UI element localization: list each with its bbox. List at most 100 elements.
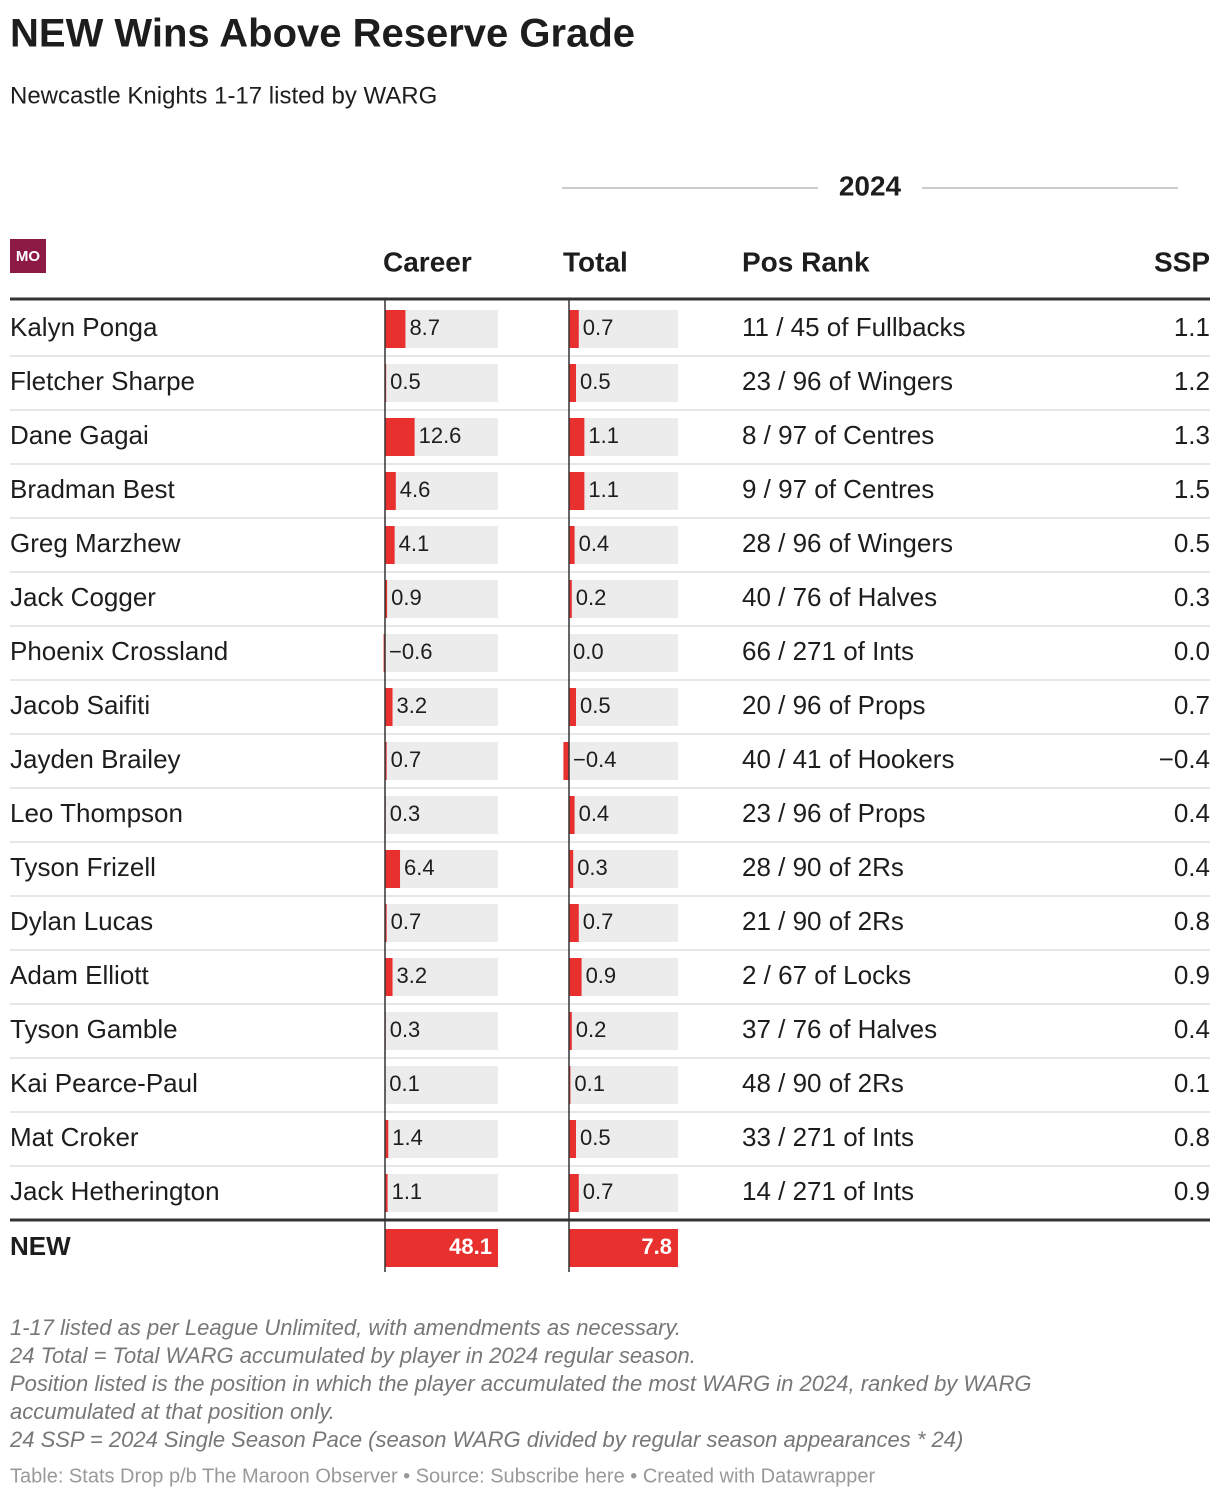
bar-background (569, 310, 678, 348)
ssp: 0.3 (1174, 582, 1210, 612)
ssp: −0.4 (1159, 744, 1210, 774)
bar-background (569, 1120, 678, 1158)
ssp: 1.2 (1174, 366, 1210, 396)
bar-label: 12.6 (419, 423, 462, 448)
bar-background (385, 364, 498, 402)
bar (569, 904, 579, 942)
bar (569, 850, 574, 888)
bar-label: 0.1 (574, 1071, 605, 1096)
bar (385, 1120, 389, 1158)
bar-background (385, 904, 498, 942)
player-name: Leo Thompson (10, 798, 183, 828)
bar-background (569, 904, 678, 942)
pos-rank: 28 / 96 of Wingers (742, 528, 953, 558)
bar-background (385, 1174, 498, 1212)
bar-label: 1.4 (392, 1125, 423, 1150)
bar-background (569, 1066, 678, 1104)
bar-label: 0.3 (577, 855, 608, 880)
player-name: Kai Pearce-Paul (10, 1068, 198, 1098)
ssp: 1.3 (1174, 420, 1210, 450)
column-header: Career (383, 246, 472, 277)
bar (569, 1229, 678, 1267)
bar-background (569, 688, 678, 726)
pos-rank: 21 / 90 of 2Rs (742, 906, 904, 936)
ssp: 0.4 (1174, 1014, 1210, 1044)
bar-label: 0.3 (390, 1017, 421, 1042)
player-name: Adam Elliott (10, 960, 149, 990)
bar-background (385, 1066, 498, 1104)
ssp: 0.8 (1174, 1122, 1210, 1152)
pos-rank: 11 / 45 of Fullbacks (742, 312, 966, 342)
pos-rank: 40 / 76 of Halves (742, 582, 937, 612)
title: NEW Wins Above Reserve Grade (10, 12, 635, 56)
bar-label: −0.6 (389, 639, 432, 664)
bar-label: 7.8 (641, 1234, 672, 1259)
player-name: Dylan Lucas (10, 906, 153, 936)
bar-background (569, 742, 678, 780)
player-name: Jayden Brailey (10, 744, 181, 774)
bar-background (385, 634, 498, 672)
pos-rank: 2 / 67 of Locks (742, 960, 911, 990)
bar (569, 364, 576, 402)
bar-label: 0.0 (573, 639, 604, 664)
bar (385, 904, 387, 942)
player-name: Bradman Best (10, 474, 176, 504)
subtitle: Newcastle Knights 1-17 listed by WARG (10, 82, 437, 109)
pos-rank: 23 / 96 of Props (742, 798, 926, 828)
bar-background (385, 688, 498, 726)
pos-rank: 37 / 76 of Halves (742, 1014, 937, 1044)
bar-label: 1.1 (588, 477, 619, 502)
bar-label: 0.4 (579, 531, 610, 556)
bar-label: 3.2 (397, 963, 428, 988)
bar-background (385, 580, 498, 618)
bar (385, 310, 406, 348)
logo-box (10, 239, 46, 273)
group-header: 2024 (839, 170, 902, 201)
bar-label: 0.7 (583, 315, 614, 340)
bar (385, 580, 388, 618)
bar-label: 0.2 (576, 585, 607, 610)
bar-background (569, 796, 678, 834)
bar-background (569, 418, 678, 456)
bar (569, 1120, 576, 1158)
bar (385, 472, 396, 510)
bar (385, 418, 415, 456)
player-name: Jack Cogger (10, 582, 156, 612)
bar-background (569, 634, 678, 672)
bar-background (569, 1174, 678, 1212)
bar-background (385, 742, 498, 780)
ssp: 0.9 (1174, 960, 1210, 990)
bar (385, 958, 393, 996)
team-name: NEW (10, 1231, 71, 1261)
bar-label: 0.7 (583, 1179, 614, 1204)
bar-label: 0.5 (580, 369, 611, 394)
ssp: 1.1 (1174, 312, 1210, 342)
bar-label: 1.1 (392, 1179, 423, 1204)
bar (569, 580, 572, 618)
bar-background (385, 958, 498, 996)
bar-label: 6.4 (404, 855, 435, 880)
bar-background (569, 580, 678, 618)
footnote: Position listed is the position in which… (10, 1371, 1031, 1396)
bar (385, 1174, 388, 1212)
bar-label: 1.1 (588, 423, 619, 448)
footnote: 1-17 listed as per League Unlimited, wit… (10, 1315, 681, 1340)
footnote: accumulated at that position only. (10, 1399, 335, 1424)
bar-label: 0.4 (579, 801, 610, 826)
bar-label: 0.2 (576, 1017, 607, 1042)
bar (569, 796, 575, 834)
ssp: 0.0 (1174, 636, 1210, 666)
bar-label: −0.4 (573, 747, 616, 772)
bar (569, 310, 579, 348)
pos-rank: 33 / 271 of Ints (742, 1122, 914, 1152)
bar (385, 742, 387, 780)
bar-background (385, 472, 498, 510)
ssp: 0.4 (1174, 798, 1210, 828)
bar (563, 742, 569, 780)
player-name: Phoenix Crossland (10, 636, 228, 666)
bar-background (569, 1012, 678, 1050)
bar-label: 0.9 (586, 963, 617, 988)
player-name: Mat Croker (10, 1122, 139, 1152)
bar-background (569, 526, 678, 564)
